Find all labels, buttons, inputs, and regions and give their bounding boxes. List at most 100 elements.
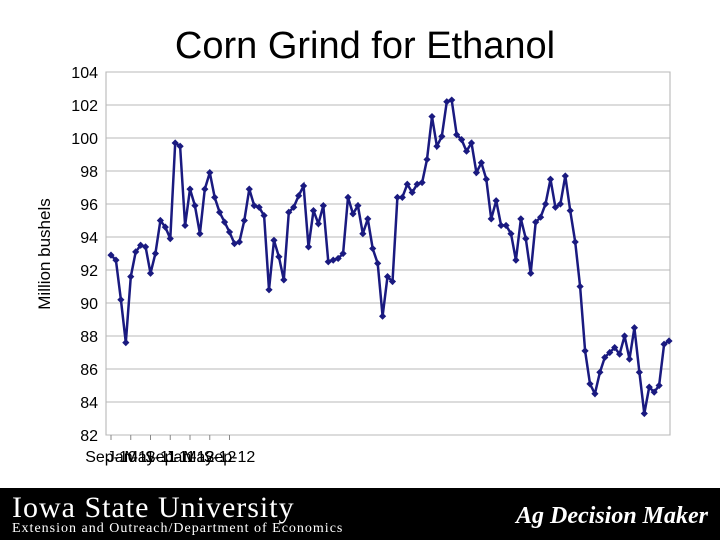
data-point <box>369 244 377 253</box>
data-point <box>403 180 411 188</box>
data-point <box>132 248 140 256</box>
data-point <box>250 202 258 210</box>
data-point <box>383 273 392 281</box>
data-point <box>635 368 643 376</box>
data-point <box>260 211 268 220</box>
y-tick-label: 102 <box>71 98 98 115</box>
data-point <box>551 203 560 211</box>
data-point <box>601 353 609 362</box>
y-tick-label: 98 <box>80 164 98 181</box>
data-point <box>443 98 451 106</box>
data-point <box>359 230 367 238</box>
plot-area <box>105 71 671 436</box>
data-point <box>295 192 303 200</box>
data-point <box>571 238 579 246</box>
data-point <box>181 221 189 230</box>
data-point <box>527 269 535 277</box>
y-tick-label: 92 <box>80 263 98 280</box>
data-point <box>319 202 327 210</box>
y-tick-label: 100 <box>71 131 98 148</box>
data-point <box>517 215 525 223</box>
ag-decision-maker-logo: Ag Decision Maker <box>516 503 708 529</box>
data-point <box>309 207 318 215</box>
data-point <box>625 355 634 363</box>
data-point <box>512 256 520 264</box>
data-point <box>280 276 288 284</box>
data-point <box>393 193 402 201</box>
data-point <box>374 259 382 267</box>
data-point <box>650 388 658 396</box>
data-point <box>408 188 416 197</box>
data-point <box>630 324 639 332</box>
data-point <box>660 340 668 348</box>
data-point <box>201 185 209 193</box>
data-point <box>462 147 471 155</box>
data-point <box>497 221 505 230</box>
data-point <box>285 208 293 216</box>
data-point <box>176 142 184 150</box>
y-tick-label: 84 <box>80 395 98 412</box>
x-tick-label: May-12 <box>183 449 236 466</box>
data-point <box>117 296 125 304</box>
data-point <box>566 207 574 215</box>
data-point <box>265 286 273 294</box>
series-line <box>110 98 670 414</box>
data-point <box>378 312 387 320</box>
data-point <box>477 159 485 167</box>
data-point <box>596 368 604 376</box>
y-tick-label: 82 <box>80 428 98 445</box>
data-point <box>255 203 263 211</box>
data-point <box>141 243 150 251</box>
data-point <box>146 269 155 277</box>
data-point <box>349 210 357 218</box>
data-point <box>655 381 663 390</box>
y-tick-label: 94 <box>80 230 98 247</box>
y-tick-label: 86 <box>80 362 98 379</box>
data-point <box>196 230 204 238</box>
data-point <box>546 175 555 183</box>
data-point <box>487 215 495 223</box>
university-logo: Iowa State University <box>12 491 295 525</box>
data-point <box>334 254 342 263</box>
data-point <box>166 235 174 243</box>
data-point <box>537 213 545 221</box>
data-point <box>428 112 436 121</box>
data-point <box>354 202 362 210</box>
y-tick-label: 90 <box>80 296 98 313</box>
x-tick-label: Jan-12 <box>166 449 215 466</box>
x-tick-label: Sep-11 <box>145 449 196 466</box>
data-point <box>206 169 214 177</box>
data-point <box>344 193 352 201</box>
data-point <box>270 236 278 244</box>
data-point <box>433 142 441 150</box>
university-name: Iowa State University <box>12 491 295 524</box>
y-tick-label: 88 <box>80 329 98 346</box>
data-point <box>418 178 426 187</box>
data-point <box>186 185 194 193</box>
data-point <box>581 347 589 355</box>
x-tick-label: Sep-10 <box>85 449 137 466</box>
data-point <box>304 243 313 251</box>
data-point <box>448 96 456 104</box>
data-point <box>467 139 476 147</box>
data-point <box>616 350 624 358</box>
data-point <box>329 256 337 264</box>
data-point <box>502 221 510 230</box>
data-point <box>122 339 130 347</box>
data-point <box>216 208 224 216</box>
chart-title: Corn Grind for Ethanol <box>174 25 556 67</box>
data-point <box>235 238 243 246</box>
data-point <box>151 249 160 258</box>
data-point <box>398 193 406 201</box>
data-point <box>492 197 500 205</box>
data-point <box>611 343 619 352</box>
data-point <box>211 193 219 201</box>
data-point <box>541 200 550 208</box>
data-point <box>156 216 164 225</box>
data-point <box>191 202 199 210</box>
x-tick-label: May-11 <box>124 449 176 466</box>
data-point <box>606 348 614 357</box>
data-point <box>645 383 653 391</box>
footer-bar: Iowa State University Extension and Outr… <box>0 488 720 540</box>
data-point <box>620 332 629 340</box>
